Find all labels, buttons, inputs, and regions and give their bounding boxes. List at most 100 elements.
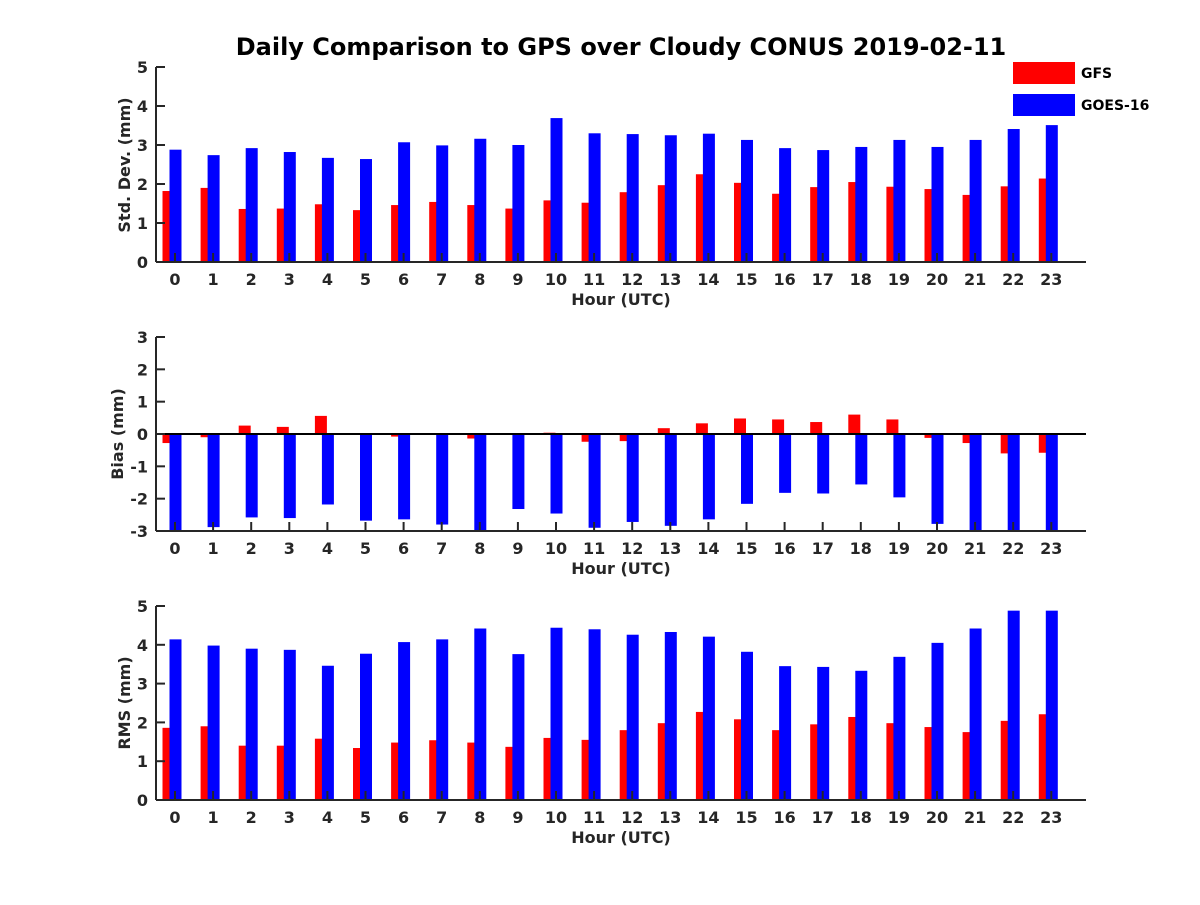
bar-goes-16-15 xyxy=(741,434,753,504)
x-tick-label: 22 xyxy=(1002,808,1024,827)
x-tick-label: 3 xyxy=(284,539,295,558)
bar-goes-16-9 xyxy=(512,434,524,509)
bar-goes-16-15 xyxy=(741,652,753,800)
x-tick-label: 22 xyxy=(1002,270,1024,289)
bar-goes-16-7 xyxy=(436,145,448,262)
bar-goes-16-18 xyxy=(855,434,867,484)
bar-goes-16-12 xyxy=(627,434,639,522)
bar-gfs-2 xyxy=(239,426,251,434)
x-tick-label: 6 xyxy=(398,808,409,827)
bar-goes-16-16 xyxy=(779,434,791,493)
bar-goes-16-19 xyxy=(893,434,905,497)
x-tick-label: 6 xyxy=(398,270,409,289)
x-tick-label: 19 xyxy=(888,270,910,289)
x-tick-label: 1 xyxy=(208,808,219,827)
x-tick-label: 13 xyxy=(659,539,681,558)
bar-goes-16-8 xyxy=(474,434,486,531)
x-tick-label: 17 xyxy=(812,539,834,558)
x-tick-label: 11 xyxy=(583,539,605,558)
x-tick-label: 6 xyxy=(398,539,409,558)
x-tick-label: 2 xyxy=(246,270,257,289)
bar-goes-16-13 xyxy=(665,434,677,526)
bar-goes-16-0 xyxy=(170,150,182,262)
x-tick-label: 1 xyxy=(208,539,219,558)
x-tick-label: 9 xyxy=(512,539,523,558)
x-tick-label: 23 xyxy=(1040,539,1062,558)
bar-goes-16-10 xyxy=(551,628,563,800)
x-tick-label: 15 xyxy=(735,270,757,289)
bar-goes-16-15 xyxy=(741,140,753,262)
bars xyxy=(163,415,1058,531)
x-tick-label: 14 xyxy=(697,539,719,558)
x-tick-label: 5 xyxy=(360,808,371,827)
bar-goes-16-6 xyxy=(398,142,410,262)
x-tick-label: 18 xyxy=(850,270,872,289)
x-tick-label: 0 xyxy=(169,808,180,827)
legend-swatch-gfs xyxy=(1013,62,1075,84)
x-axis-label: Hour (UTC) xyxy=(571,828,671,847)
bar-goes-16-19 xyxy=(893,140,905,262)
bar-goes-16-22 xyxy=(1008,611,1020,800)
bar-goes-16-0 xyxy=(170,434,182,531)
bar-goes-16-5 xyxy=(360,434,372,521)
bar-goes-16-1 xyxy=(208,646,220,800)
x-tick-label: 10 xyxy=(545,808,567,827)
x-tick-label: 10 xyxy=(545,539,567,558)
bar-goes-16-20 xyxy=(932,434,944,524)
y-tick-label: 5 xyxy=(137,58,148,77)
y-tick-label: 3 xyxy=(137,675,148,694)
x-tick-label: 10 xyxy=(545,270,567,289)
bar-goes-16-20 xyxy=(932,147,944,262)
x-tick-label: 21 xyxy=(964,539,986,558)
bar-gfs-17 xyxy=(810,422,822,434)
x-tick-label: 16 xyxy=(773,539,795,558)
bar-goes-16-2 xyxy=(246,434,258,517)
x-tick-label: 23 xyxy=(1040,808,1062,827)
bar-goes-16-17 xyxy=(817,150,829,262)
bar-gfs-3 xyxy=(277,427,289,434)
y-tick-label: -1 xyxy=(130,457,148,476)
bar-goes-16-9 xyxy=(512,654,524,800)
bar-gfs-18 xyxy=(848,415,860,434)
bar-goes-16-4 xyxy=(322,158,334,262)
x-tick-label: 13 xyxy=(659,808,681,827)
y-tick-label: 5 xyxy=(137,597,148,616)
x-tick-label: 19 xyxy=(888,808,910,827)
y-tick-label: 1 xyxy=(137,393,148,412)
x-tick-label: 7 xyxy=(436,808,447,827)
bar-goes-16-5 xyxy=(360,159,372,262)
bar-goes-16-7 xyxy=(436,434,448,525)
bar-goes-16-21 xyxy=(970,140,982,262)
bar-goes-16-14 xyxy=(703,637,715,800)
x-tick-label: 9 xyxy=(512,270,523,289)
x-tick-label: 14 xyxy=(697,808,719,827)
y-tick-label: 3 xyxy=(137,136,148,155)
y-axis-label: Bias (mm) xyxy=(108,388,127,480)
figure-title: Daily Comparison to GPS over Cloudy CONU… xyxy=(236,33,1007,61)
bar-goes-16-10 xyxy=(551,434,563,514)
y-tick-label: 1 xyxy=(137,752,148,771)
bars xyxy=(163,611,1058,800)
x-tick-label: 17 xyxy=(812,808,834,827)
x-tick-label: 1 xyxy=(208,270,219,289)
bar-goes-16-17 xyxy=(817,667,829,800)
x-tick-label: 11 xyxy=(583,270,605,289)
bar-goes-16-16 xyxy=(779,148,791,262)
bar-goes-16-18 xyxy=(855,671,867,800)
bar-goes-16-8 xyxy=(474,629,486,800)
bar-goes-16-17 xyxy=(817,434,829,493)
bar-goes-16-22 xyxy=(1008,129,1020,262)
bar-goes-16-4 xyxy=(322,434,334,504)
x-tick-label: 8 xyxy=(474,270,485,289)
bar-goes-16-21 xyxy=(970,434,982,531)
x-tick-label: 0 xyxy=(169,270,180,289)
bar-goes-16-7 xyxy=(436,639,448,800)
bar-goes-16-23 xyxy=(1046,434,1058,531)
y-tick-label: 3 xyxy=(137,328,148,347)
bar-goes-16-11 xyxy=(589,133,601,262)
bar-goes-16-11 xyxy=(589,629,601,800)
